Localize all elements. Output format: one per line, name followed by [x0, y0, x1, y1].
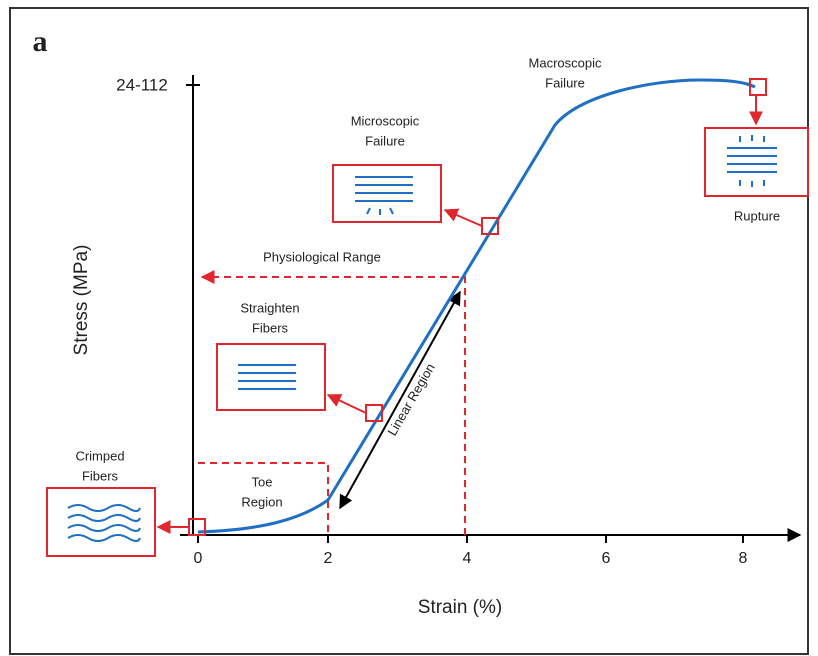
y-tick-label: 24-112 [116, 75, 168, 94]
x-tick-label: 6 [602, 550, 611, 567]
annotation: Failure [545, 75, 585, 90]
annotation: Region [241, 494, 282, 509]
annotation: Crimped [75, 448, 124, 463]
linear-arrow [339, 290, 461, 510]
annotation: Fibers [82, 468, 119, 483]
panel-label: a [33, 25, 48, 58]
annotation: Toe [252, 474, 273, 489]
annotation: Linear Region [384, 361, 437, 439]
annotation: Straighten [240, 300, 299, 315]
annotation: Fibers [252, 320, 289, 335]
x-tick-label: 4 [463, 550, 472, 567]
physiological-guide [200, 270, 466, 535]
annotation: Microscopic [351, 113, 420, 128]
x-axis-label: Strain (%) [418, 597, 502, 618]
annotation: Failure [365, 133, 405, 148]
x-tick-label: 0 [194, 550, 203, 567]
annotation: Physiological Range [263, 249, 381, 264]
annotation: Rupture [734, 208, 780, 223]
x-tick-label: 8 [739, 550, 748, 567]
annotation: Macroscopic [529, 55, 602, 70]
frame [9, 7, 809, 655]
x-tick-label: 2 [324, 550, 333, 567]
stress-strain-curve [197, 78, 756, 534]
x-ticks [197, 535, 744, 543]
callouts [46, 78, 809, 557]
y-axis-label: Stress (MPa) [71, 245, 92, 356]
